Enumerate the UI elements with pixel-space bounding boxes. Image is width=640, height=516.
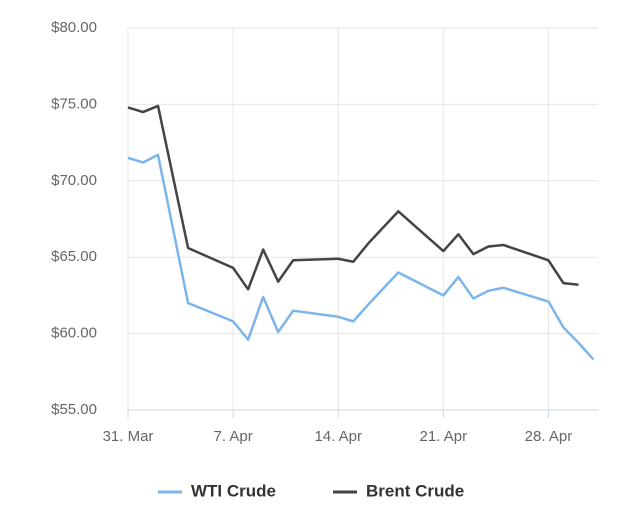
- x-tick-label: 21. Apr: [420, 428, 468, 445]
- x-tick-label: 28. Apr: [525, 428, 573, 445]
- x-tick-label: 7. Apr: [214, 428, 253, 445]
- series-line: [127, 104, 579, 291]
- legend-text: Brent Crude: [366, 481, 464, 500]
- y-tick-label: $80.00: [51, 19, 97, 36]
- x-tick-label: 14. Apr: [314, 428, 362, 445]
- legend-text: WTI Crude: [191, 481, 276, 500]
- y-tick-label: $60.00: [51, 325, 97, 342]
- y-tick-label: $55.00: [51, 401, 97, 418]
- y-tick-label: $75.00: [51, 95, 97, 112]
- series-line: [127, 153, 595, 361]
- y-tick-label: $65.00: [51, 248, 97, 265]
- x-tick-label: 31. Mar: [103, 428, 154, 445]
- y-tick-label: $70.00: [51, 172, 97, 189]
